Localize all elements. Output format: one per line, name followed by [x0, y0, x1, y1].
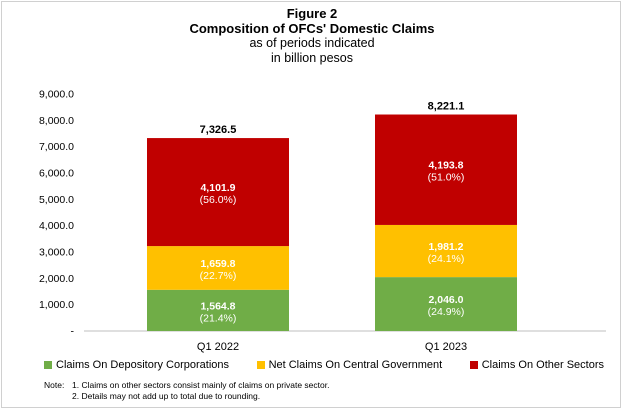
- legend-label-central-government: Net Claims On Central Government: [268, 359, 443, 371]
- y-tick-label: 4,000.0: [39, 220, 74, 232]
- data-label-share: (21.4%): [200, 312, 237, 324]
- data-label-share: (24.1%): [428, 253, 465, 265]
- data-label-value: 1,564.8: [200, 300, 235, 312]
- data-label-share: (56.0%): [200, 194, 237, 206]
- y-tick-label: 7,000.0: [39, 141, 74, 153]
- y-tick-label: 1,000.0: [39, 299, 74, 311]
- bar-segment-other-sectors: [147, 138, 289, 247]
- total-label: 8,221.1: [428, 101, 465, 113]
- data-label-value: 4,193.8: [428, 160, 463, 172]
- data-label-value: 1,981.2: [428, 241, 463, 253]
- data-label-value: 4,101.9: [200, 182, 235, 194]
- legend-swatch-depository: [44, 361, 52, 369]
- bar-segment-central-government: [375, 224, 517, 278]
- y-tick-label: 5,000.0: [39, 194, 74, 206]
- chart-titles: Figure 2 Composition of OFCs' Domestic C…: [0, 6, 624, 66]
- bar-segment-central-government: [147, 246, 289, 290]
- legend-swatch-central-government: [256, 361, 265, 369]
- chart-notes: Note: 1. Claims on other sectors consist…: [44, 380, 329, 402]
- data-label-share: (51.0%): [428, 172, 465, 184]
- y-tick-label: -: [71, 326, 75, 338]
- chart-title: Composition of OFCs' Domestic Claims: [189, 21, 435, 36]
- x-tick-label: Q1 2023: [425, 341, 467, 353]
- legend-item-central-government: Net Claims On Central Government: [256, 359, 443, 371]
- y-tick-label: 2,000.0: [39, 273, 74, 285]
- note-line-2: 2. Details may not add up to total due t…: [72, 391, 261, 401]
- legend-label-other-sectors: Claims On Other Sectors: [481, 359, 604, 371]
- y-tick-label: 3,000.0: [39, 247, 74, 259]
- data-label-value: 2,046.0: [428, 294, 463, 306]
- legend-item-other-sectors: Claims On Other Sectors: [469, 359, 604, 371]
- figure-label: Figure 2: [286, 6, 338, 21]
- y-tick-label: 8,000.0: [39, 115, 74, 127]
- bar-segment-depository: [375, 277, 517, 331]
- notes-label: Note:: [44, 380, 65, 390]
- legend-label-depository: Claims On Depository Corporations: [56, 359, 230, 371]
- chart-subtitle-2: in billion pesos: [271, 51, 353, 65]
- bar-segment-depository: [147, 289, 289, 331]
- x-tick-label: Q1 2022: [197, 341, 239, 353]
- data-label-value: 1,659.8: [200, 258, 235, 270]
- bar-segment-other-sectors: [375, 114, 517, 225]
- total-label: 7,326.5: [200, 124, 237, 136]
- legend-swatch-other-sectors: [469, 361, 478, 369]
- y-tick-label: 6,000.0: [39, 168, 74, 180]
- legend-item-depository: Claims On Depository Corporations: [44, 359, 229, 371]
- stacked-bar-chart: - 1,000.0 2,000.0 3,000.0 4,000.0 5,000.0 6,00…: [39, 89, 606, 353]
- y-tick-label: 9,000.0: [39, 89, 74, 101]
- data-label-share: (24.9%): [428, 306, 465, 318]
- data-label-share: (22.7%): [200, 270, 237, 282]
- chart-subtitle-1: as of periods indicated: [249, 36, 375, 50]
- legend: Claims On Depository Corporations Net Cl…: [44, 359, 604, 371]
- note-line-1: 1. Claims on other sectors consist mainl…: [72, 380, 330, 390]
